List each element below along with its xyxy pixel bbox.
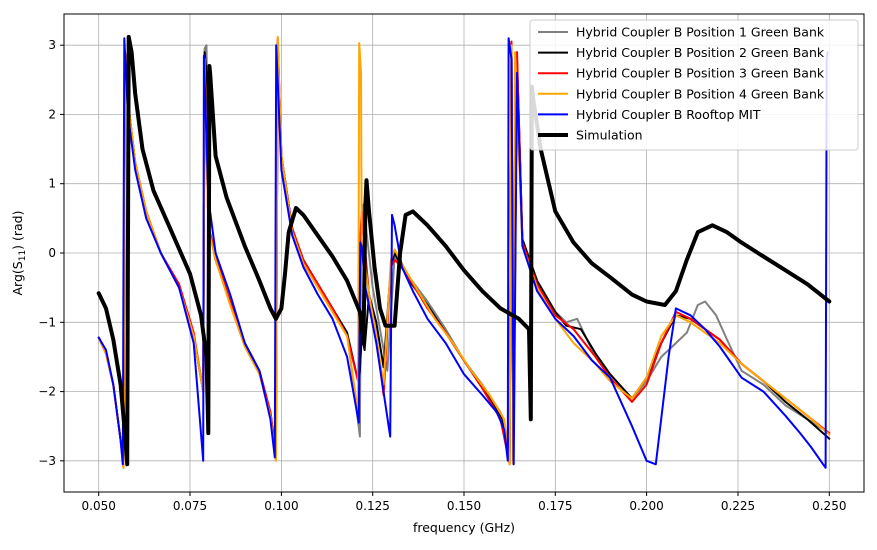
y-tick-label: 3	[48, 38, 56, 52]
x-tick-label: 0.050	[82, 499, 116, 513]
y-tick-label: 2	[48, 107, 56, 121]
series-line	[97, 37, 829, 469]
x-tick-label: 0.075	[173, 499, 207, 513]
y-tick-label: −3	[38, 454, 56, 468]
legend: Hybrid Coupler B Position 1 Green Bank Hy…	[529, 19, 859, 151]
y-tick-label: 1	[48, 177, 56, 191]
x-tick-label: 0.100	[264, 499, 298, 513]
legend-label: Simulation	[576, 128, 643, 143]
x-axis-label: frequency (GHz)	[413, 520, 515, 535]
y-axis-ticks: 3 2 1 0 −1 −2 −3	[38, 38, 64, 468]
series-line	[97, 35, 831, 469]
legend-label: Hybrid Coupler B Position 4 Green Bank	[576, 86, 825, 101]
legend-label: Hybrid Coupler B Position 1 Green Bank	[576, 25, 825, 40]
series-lines	[96, 34, 832, 469]
y-tick-label: −1	[38, 315, 56, 329]
legend-label: Hybrid Coupler B Position 3 Green Bank	[576, 66, 825, 81]
y-axis-label: Arg(S11) (rad)	[10, 210, 28, 295]
y-tick-label: 0	[48, 246, 56, 260]
x-tick-label: 0.125	[356, 499, 390, 513]
x-tick-label: 0.225	[721, 499, 755, 513]
x-tick-label: 0.250	[812, 499, 846, 513]
y-tick-label: −2	[38, 385, 56, 399]
x-axis-ticks: 0.050 0.075 0.100 0.125 0.150 0.175 0.200 0.225…	[82, 492, 846, 513]
legend-box	[529, 19, 859, 151]
x-tick-label: 0.150	[447, 499, 481, 513]
legend-label: Hybrid Coupler B Position 2 Green Bank	[576, 45, 825, 60]
x-tick-label: 0.175	[538, 499, 572, 513]
x-tick-label: 0.200	[629, 499, 663, 513]
legend-label: Hybrid Coupler B Rooftop MIT	[576, 107, 761, 122]
series-line	[96, 34, 832, 467]
